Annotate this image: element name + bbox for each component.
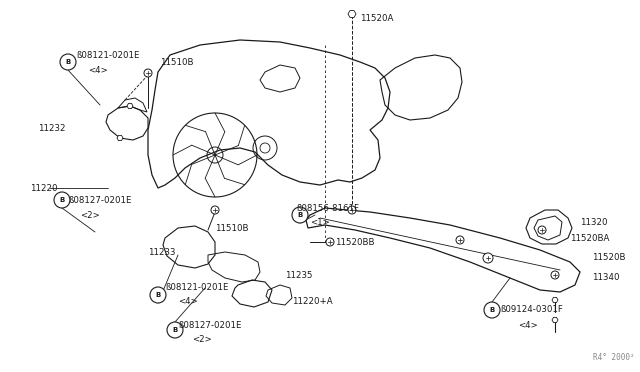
Text: 11220: 11220 [30,183,58,192]
Text: ß08121-0201E: ß08121-0201E [76,51,140,60]
Circle shape [326,238,334,246]
Text: <2>: <2> [192,336,212,344]
Text: 11235: 11235 [285,270,312,279]
Circle shape [144,69,152,77]
Circle shape [54,192,70,208]
Polygon shape [552,297,558,302]
Text: <4>: <4> [178,298,198,307]
Circle shape [211,206,219,214]
Circle shape [484,302,500,318]
Text: 11320: 11320 [580,218,607,227]
Circle shape [150,287,166,303]
Text: <2>: <2> [80,211,100,219]
Text: 11520BA: 11520BA [570,234,609,243]
Text: B: B [60,197,65,203]
Text: 11520B: 11520B [592,253,625,263]
Circle shape [551,271,559,279]
Text: ß08127-0201E: ß08127-0201E [178,321,241,330]
Polygon shape [117,135,123,141]
Text: 11340: 11340 [592,273,620,282]
Circle shape [60,54,76,70]
Text: 11220+A: 11220+A [292,298,333,307]
Circle shape [292,207,308,223]
Text: ß08156-8161F: ß08156-8161F [296,203,359,212]
Text: B: B [172,327,178,333]
Circle shape [167,322,183,338]
Text: B: B [298,212,303,218]
Polygon shape [348,10,356,17]
Circle shape [456,236,464,244]
Text: B: B [490,307,495,313]
Text: ß08127-0201E: ß08127-0201E [68,196,131,205]
Circle shape [538,226,546,234]
Text: 11520A: 11520A [360,13,394,22]
Text: ß08121-0201E: ß08121-0201E [165,283,228,292]
Circle shape [483,253,493,263]
Text: R4° 2000²: R4° 2000² [593,353,635,362]
Text: 11233: 11233 [148,247,175,257]
Text: ß09124-0301F: ß09124-0301F [500,305,563,314]
Text: <1>: <1> [310,218,330,227]
Text: 11232: 11232 [38,124,65,132]
Text: B: B [156,292,161,298]
Circle shape [348,206,356,214]
Text: <4>: <4> [518,321,538,330]
Text: 11510B: 11510B [160,58,193,67]
Text: <4>: <4> [88,65,108,74]
Text: 11510B: 11510B [215,224,248,232]
Text: B: B [65,59,70,65]
Text: 11520BB: 11520BB [335,237,374,247]
Polygon shape [127,103,133,109]
Polygon shape [552,317,558,323]
